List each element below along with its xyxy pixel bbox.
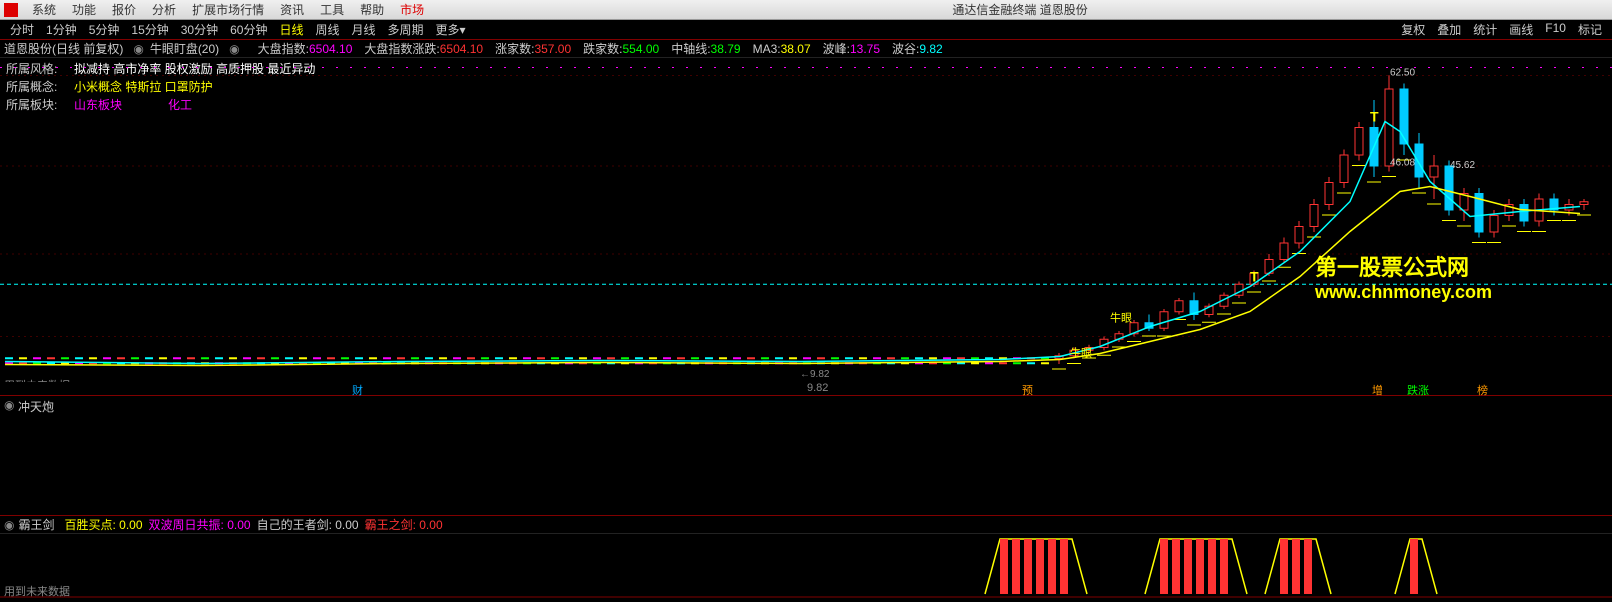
svg-text:←9.82: ←9.82 xyxy=(800,369,830,380)
stock-title: 道恩股份(日线 前复权) xyxy=(4,40,123,57)
ind-value: 554.00 xyxy=(623,42,660,56)
chart-svg: 牛眼牛眼TT62.5046.0845.62←9.82 xyxy=(0,58,1612,395)
sub2-ind: 自己的王者剑: 0.00 xyxy=(257,518,359,532)
timeframe-周线[interactable]: 周线 xyxy=(309,23,345,37)
sub-chart-1[interactable]: ◉ 冲天炮 xyxy=(0,396,1612,516)
svg-text:牛眼: 牛眼 xyxy=(1110,311,1132,325)
menu-系统[interactable]: 系统 xyxy=(24,3,64,17)
future-data-note-2: 用到未来数据 xyxy=(4,583,70,599)
timeframe-bar: 分时1分钟5分钟15分钟30分钟60分钟日线周线月线多周期更多▾ 复权叠加统计画… xyxy=(0,20,1612,40)
sub2-svg xyxy=(0,534,1612,599)
sub2-name: 霸王剑 xyxy=(18,516,54,533)
timeframe-更多▾[interactable]: 更多▾ xyxy=(430,23,472,37)
eye-icon-2[interactable]: ◉ xyxy=(229,42,239,56)
eye-icon-4[interactable]: ◉ xyxy=(4,518,14,532)
menu-资讯[interactable]: 资讯 xyxy=(272,3,312,17)
marker: 9.82 xyxy=(805,382,830,394)
tool-统计[interactable]: 统计 xyxy=(1467,21,1503,38)
ind-label: 涨家数: xyxy=(495,42,534,56)
ind-label: 波峰: xyxy=(823,42,850,56)
sub2-ind: 双波周日共振: 0.00 xyxy=(149,518,251,532)
ind-label: 波谷: xyxy=(892,42,919,56)
title-bar: 系统功能报价分析扩展市场行情资讯工具帮助 市场 通达信金融终端 道恩股份 xyxy=(0,0,1612,20)
ind-value: 6504.10 xyxy=(440,42,483,56)
ind-label: 中轴线: xyxy=(671,42,710,56)
ind-label: MA3: xyxy=(753,42,781,56)
sub1-title: 冲天炮 xyxy=(18,398,54,415)
ind-value: 13.75 xyxy=(850,42,880,56)
menu-报价[interactable]: 报价 xyxy=(104,3,144,17)
svg-text:62.50: 62.50 xyxy=(1390,67,1415,78)
timeframe-5分钟[interactable]: 5分钟 xyxy=(83,23,126,37)
timeframe-日线[interactable]: 日线 xyxy=(273,23,309,37)
eye-icon-3[interactable]: ◉ xyxy=(4,398,14,412)
ind-value: 6504.10 xyxy=(309,42,352,56)
svg-text:T: T xyxy=(1370,109,1379,125)
timeframe-30分钟[interactable]: 30分钟 xyxy=(175,23,224,37)
timeframe-分时[interactable]: 分时 xyxy=(4,23,40,37)
indicator-name: 牛眼盯盘(20) xyxy=(150,40,219,57)
menu-工具[interactable]: 工具 xyxy=(312,3,352,17)
tool-标记[interactable]: 标记 xyxy=(1572,21,1608,38)
markers-row: 财9.82预增跌涨榜 xyxy=(0,382,1612,396)
indicator-bar: 道恩股份(日线 前复权) ◉ 牛眼盯盘(20) ◉ 大盘指数:6504.10大盘… xyxy=(0,40,1612,58)
ind-label: 大盘指数涨跌: xyxy=(364,42,439,56)
right-tools: 复权叠加统计画线F10标记 xyxy=(1395,21,1608,38)
watermark-line1: 第一股票公式网 xyxy=(1315,250,1492,282)
watermark-line2: www.chnmoney.com xyxy=(1315,282,1492,303)
timeframe-15分钟[interactable]: 15分钟 xyxy=(125,23,174,37)
main-chart[interactable]: 牛眼牛眼TT62.5046.0845.62←9.82 用到未来数据 xyxy=(0,58,1612,396)
ind-value: 38.07 xyxy=(781,42,811,56)
svg-text:45.62: 45.62 xyxy=(1450,160,1475,171)
menu-功能[interactable]: 功能 xyxy=(64,3,104,17)
sub-chart-2[interactable]: 用到未来数据 xyxy=(0,534,1612,599)
svg-text:46.08: 46.08 xyxy=(1390,158,1415,169)
sub2-ind: 霸王之剑: 0.00 xyxy=(365,518,443,532)
menu-分析[interactable]: 分析 xyxy=(144,3,184,17)
tool-F10[interactable]: F10 xyxy=(1539,21,1572,38)
ind-value: 9.82 xyxy=(919,42,942,56)
svg-text:T: T xyxy=(1250,269,1259,285)
ind-label: 大盘指数: xyxy=(258,42,309,56)
watermark: 第一股票公式网 www.chnmoney.com xyxy=(1315,250,1492,303)
svg-text:牛眼: 牛眼 xyxy=(1070,346,1092,360)
sub2-title-bar: ◉ 霸王剑 百胜买点: 0.00 双波周日共振: 0.00 自己的王者剑: 0.00… xyxy=(0,516,1612,534)
menu-market[interactable]: 市场 xyxy=(392,1,432,18)
ind-label: 跌家数: xyxy=(583,42,622,56)
ind-value: 357.00 xyxy=(534,42,571,56)
eye-icon[interactable]: ◉ xyxy=(133,42,143,56)
timeframe-多周期[interactable]: 多周期 xyxy=(382,23,430,37)
tool-画线[interactable]: 画线 xyxy=(1503,21,1539,38)
timeframe-月线[interactable]: 月线 xyxy=(346,23,382,37)
timeframe-1分钟[interactable]: 1分钟 xyxy=(40,23,83,37)
tool-复权[interactable]: 复权 xyxy=(1395,21,1431,38)
tool-叠加[interactable]: 叠加 xyxy=(1431,21,1467,38)
menu-扩展市场行情[interactable]: 扩展市场行情 xyxy=(184,3,272,17)
sub2-ind: 百胜买点: 0.00 xyxy=(65,518,143,532)
app-title: 通达信金融终端 道恩股份 xyxy=(432,1,1608,18)
ind-value: 38.79 xyxy=(711,42,741,56)
app-logo-icon xyxy=(4,3,18,17)
timeframe-60分钟[interactable]: 60分钟 xyxy=(224,23,273,37)
menu-帮助[interactable]: 帮助 xyxy=(352,3,392,17)
